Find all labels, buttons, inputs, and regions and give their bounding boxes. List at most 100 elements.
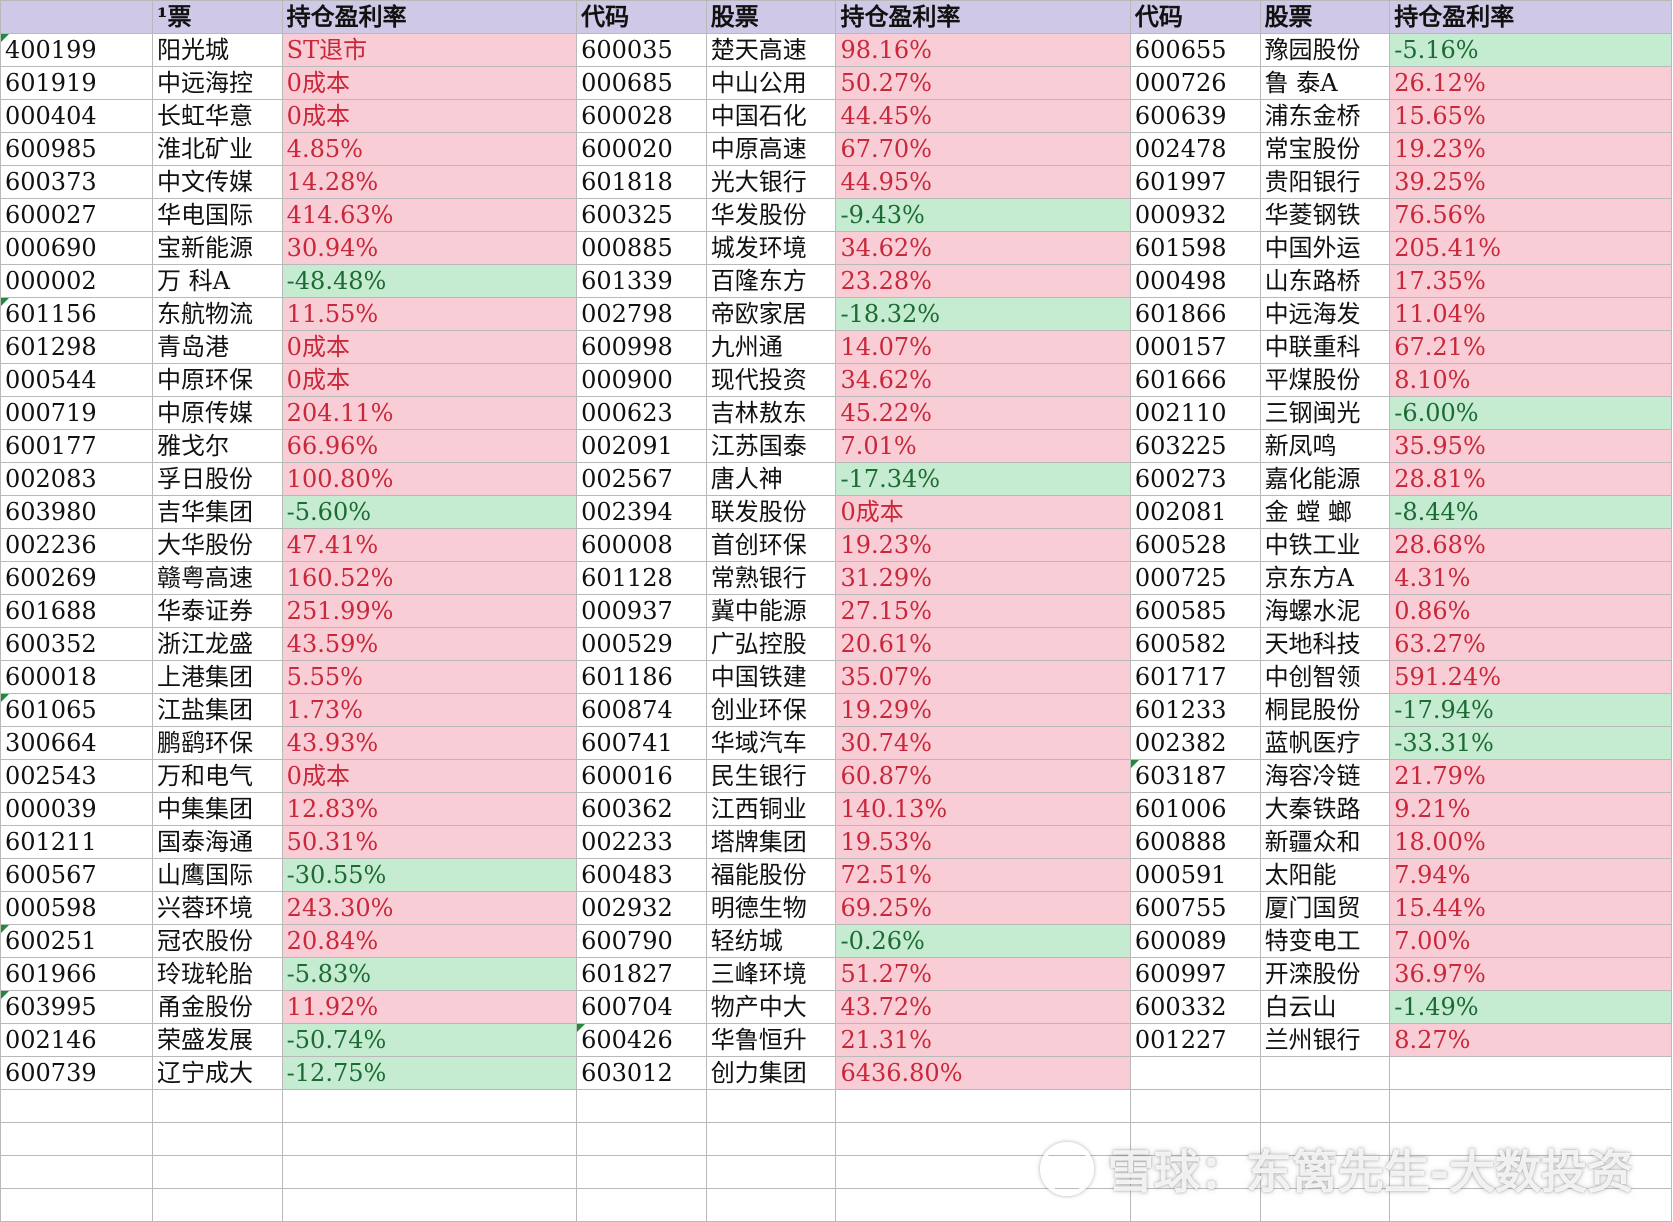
code-cell[interactable]: 000544 (0, 363, 153, 397)
code-cell[interactable]: 002932 (576, 891, 707, 925)
code-cell[interactable]: 000685 (576, 66, 707, 100)
code-cell[interactable]: 002233 (576, 825, 707, 859)
code-cell[interactable]: 600426 (576, 1023, 707, 1057)
ratio-cell[interactable] (1389, 1056, 1672, 1090)
stock-cell[interactable]: 兰州银行 (1259, 1023, 1391, 1057)
ratio-cell[interactable]: -9.43% (835, 198, 1131, 232)
stock-cell[interactable]: 桐昆股份 (1259, 693, 1391, 727)
ratio-cell[interactable]: 11.92% (281, 990, 578, 1024)
stock-cell[interactable]: 塔牌集团 (705, 825, 837, 859)
stock-cell[interactable]: 东航物流 (152, 297, 283, 331)
code-cell[interactable]: 000157 (1129, 330, 1261, 364)
code-cell[interactable]: 601211 (0, 825, 153, 859)
code-cell[interactable]: 002083 (0, 462, 153, 496)
ratio-cell[interactable]: 0成本 (281, 759, 578, 793)
ratio-cell[interactable]: 76.56% (1389, 198, 1672, 232)
ratio-cell[interactable]: 6436.80% (835, 1056, 1131, 1090)
code-cell[interactable]: 000719 (0, 396, 153, 430)
ratio-cell[interactable]: 4.31% (1389, 561, 1672, 595)
stock-cell[interactable]: 福能股份 (705, 858, 837, 892)
stock-cell[interactable]: 创力集团 (705, 1056, 837, 1090)
ratio-cell[interactable]: 204.11% (281, 396, 578, 430)
code-cell[interactable]: 600655 (1129, 33, 1261, 67)
ratio-cell[interactable]: 15.65% (1389, 99, 1672, 133)
code-cell[interactable]: 601666 (1129, 363, 1261, 397)
ratio-cell[interactable]: ST退市 (281, 33, 578, 67)
code-cell[interactable]: 000498 (1129, 264, 1261, 298)
ratio-cell[interactable]: 140.13% (835, 792, 1131, 826)
stock-cell[interactable]: 中原高速 (705, 132, 837, 166)
code-cell[interactable]: 600567 (0, 858, 153, 892)
ratio-cell[interactable]: 160.52% (281, 561, 578, 595)
code-cell[interactable] (576, 1089, 707, 1123)
ratio-cell[interactable]: 9.21% (1389, 792, 1672, 826)
code-cell[interactable]: 600741 (576, 726, 707, 760)
code-cell[interactable]: 601827 (576, 957, 707, 991)
stock-cell[interactable]: 中文传媒 (152, 165, 283, 199)
ratio-cell[interactable]: 26.12% (1389, 66, 1672, 100)
code-cell[interactable]: 603995 (0, 990, 153, 1024)
ratio-cell[interactable]: -0.26% (835, 924, 1131, 958)
ratio-cell[interactable]: 11.04% (1389, 297, 1672, 331)
ratio-cell[interactable]: 34.62% (835, 231, 1131, 265)
stock-cell[interactable]: 蓝帆医疗 (1259, 726, 1391, 760)
code-cell[interactable]: 601919 (0, 66, 153, 100)
ratio-cell[interactable] (1389, 1122, 1672, 1156)
code-cell[interactable]: 000937 (576, 594, 707, 628)
header-code-3[interactable]: 代码 (1129, 0, 1261, 34)
code-cell[interactable]: 600985 (0, 132, 153, 166)
ratio-cell[interactable]: -30.55% (281, 858, 578, 892)
stock-cell[interactable]: 海螺水泥 (1259, 594, 1391, 628)
code-cell[interactable]: 002081 (1129, 495, 1261, 529)
code-cell[interactable]: 601128 (576, 561, 707, 595)
ratio-cell[interactable]: 43.93% (281, 726, 578, 760)
ratio-cell[interactable]: 0成本 (281, 66, 578, 100)
ratio-cell[interactable]: 67.70% (835, 132, 1131, 166)
code-cell[interactable]: 002146 (0, 1023, 153, 1057)
ratio-cell[interactable]: 11.55% (281, 297, 578, 331)
stock-cell[interactable]: 轻纺城 (705, 924, 837, 958)
ratio-cell[interactable]: 60.87% (835, 759, 1131, 793)
code-cell[interactable]: 600704 (576, 990, 707, 1024)
stock-cell[interactable]: 平煤股份 (1259, 363, 1391, 397)
stock-cell[interactable]: 中国外运 (1259, 231, 1391, 265)
stock-cell[interactable] (1259, 1056, 1391, 1090)
code-cell[interactable]: 600790 (576, 924, 707, 958)
code-cell[interactable]: 000932 (1129, 198, 1261, 232)
stock-cell[interactable]: 中原传媒 (152, 396, 283, 430)
stock-cell[interactable]: 江盐集团 (152, 693, 283, 727)
stock-cell[interactable]: 天地科技 (1259, 627, 1391, 661)
ratio-cell[interactable]: 15.44% (1389, 891, 1672, 925)
code-cell[interactable]: 603980 (0, 495, 153, 529)
code-cell[interactable] (576, 1188, 707, 1222)
stock-cell[interactable] (152, 1188, 283, 1222)
stock-cell[interactable]: 华域汽车 (705, 726, 837, 760)
stock-cell[interactable]: 华泰证券 (152, 594, 283, 628)
ratio-cell[interactable]: 66.96% (281, 429, 578, 463)
ratio-cell[interactable]: 7.01% (835, 429, 1131, 463)
code-cell[interactable]: 600483 (576, 858, 707, 892)
ratio-cell[interactable]: -33.31% (1389, 726, 1672, 760)
ratio-cell[interactable]: 243.30% (281, 891, 578, 925)
header-stock-3[interactable]: 股票 (1259, 0, 1391, 34)
ratio-cell[interactable] (281, 1188, 578, 1222)
stock-cell[interactable]: 浙江龙盛 (152, 627, 283, 661)
header-ratio-1[interactable]: 持仓盈利率 (281, 0, 578, 34)
ratio-cell[interactable] (281, 1155, 578, 1189)
stock-cell[interactable]: 三峰环境 (705, 957, 837, 991)
stock-cell[interactable]: 江苏国泰 (705, 429, 837, 463)
stock-cell[interactable]: 中原环保 (152, 363, 283, 397)
stock-cell[interactable]: 新凤鸣 (1259, 429, 1391, 463)
code-cell[interactable]: 601997 (1129, 165, 1261, 199)
stock-cell[interactable]: 首创环保 (705, 528, 837, 562)
stock-cell[interactable]: 物产中大 (705, 990, 837, 1024)
ratio-cell[interactable]: 50.27% (835, 66, 1131, 100)
code-cell[interactable]: 002478 (1129, 132, 1261, 166)
code-cell[interactable]: 601966 (0, 957, 153, 991)
ratio-cell[interactable]: -17.94% (1389, 693, 1672, 727)
stock-cell[interactable] (705, 1089, 837, 1123)
stock-cell[interactable]: 常宝股份 (1259, 132, 1391, 166)
ratio-cell[interactable]: 19.29% (835, 693, 1131, 727)
ratio-cell[interactable]: 35.95% (1389, 429, 1672, 463)
code-cell[interactable]: 601233 (1129, 693, 1261, 727)
